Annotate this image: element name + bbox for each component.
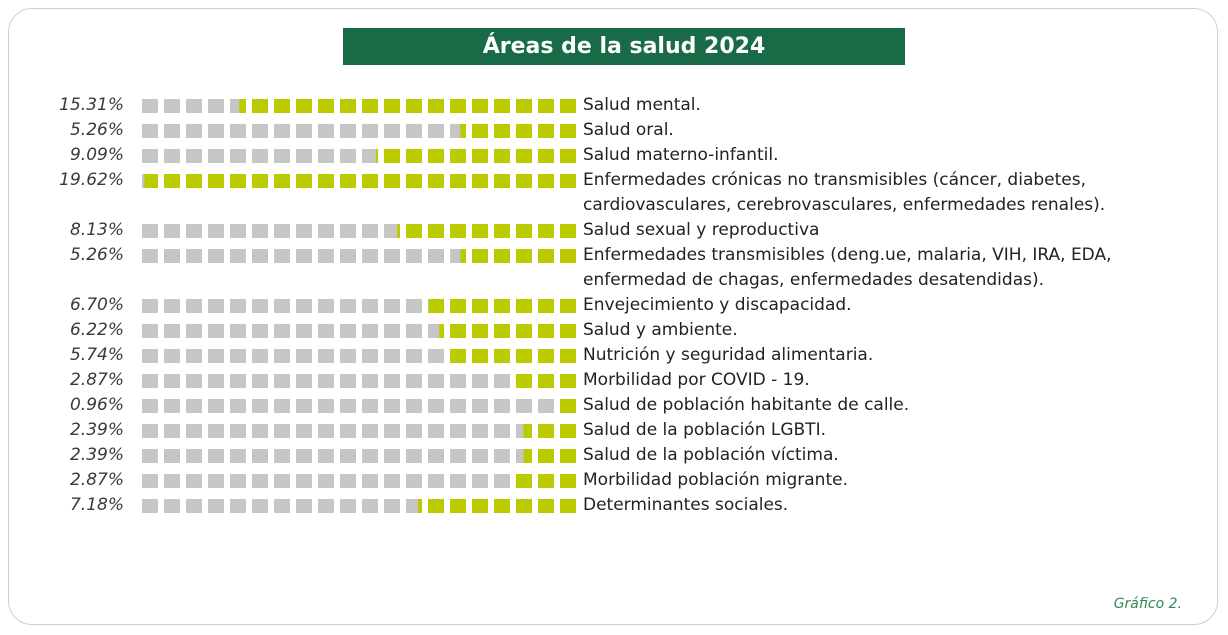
bar-track [136, 218, 576, 243]
bar [397, 218, 576, 243]
bar-track [136, 168, 576, 193]
value-label: 2.87% [69, 370, 124, 390]
bar [523, 418, 576, 443]
category-label: Salud de la población víctima. [583, 445, 839, 465]
row: 2.39% Salud de la población LGBTI. [0, 418, 1211, 443]
bar-track [136, 493, 576, 518]
category-label: Morbilidad por COVID - 19. [583, 370, 810, 390]
bar [523, 443, 576, 468]
category-label: Salud de población habitante de calle. [583, 395, 910, 415]
track [136, 443, 576, 468]
row: 15.31% Salud mental. [0, 93, 1211, 118]
bar-track [136, 468, 576, 493]
row: 5.74% Nutrición y seguridad alimentaria. [0, 343, 1211, 368]
bar [512, 468, 576, 493]
bar [554, 393, 576, 418]
value-label: 0.96% [69, 395, 124, 415]
bar-track [136, 343, 576, 368]
chart-note: Gráfico 2. [1113, 596, 1182, 612]
bar [428, 293, 576, 318]
row: 6.70% Envejecimiento y discapacidad. [0, 293, 1211, 318]
value-label: 2.39% [69, 445, 124, 465]
bar [418, 493, 576, 518]
row: 7.18% Determinantes sociales. [0, 493, 1211, 518]
bar-track [136, 143, 576, 168]
row: 5.26% Enfermedades transmisibles (deng.ue… [0, 243, 1211, 293]
value-label: 5.74% [69, 345, 124, 365]
category-label: Salud y ambiente. [583, 320, 738, 340]
category-label: Enfermedades crónicas no transmisibles (… [583, 170, 1106, 215]
category-label: Salud sexual y reproductiva [583, 220, 820, 240]
bar-track [136, 93, 576, 118]
row: 5.26% Salud oral. [0, 118, 1211, 143]
value-label: 5.26% [69, 120, 124, 140]
row: 2.87% Morbilidad por COVID - 19. [0, 368, 1211, 393]
bar-track [136, 443, 576, 468]
bar-track [136, 118, 576, 143]
row: 6.22% Salud y ambiente. [0, 318, 1211, 343]
category-label: Salud oral. [583, 120, 674, 140]
bar [460, 118, 576, 143]
frame [8, 8, 1218, 625]
value-label: 2.87% [69, 470, 124, 490]
chart-title: Áreas de la salud 2024 [343, 28, 905, 65]
bar-track [136, 368, 576, 393]
bar-track [136, 393, 576, 418]
row: 2.39% Salud de la población víctima. [0, 443, 1211, 468]
bar [512, 368, 576, 393]
track [136, 368, 576, 393]
row: 2.87% Morbilidad población migrante. [0, 468, 1211, 493]
row: 9.09% Salud materno-infantil. [0, 143, 1211, 168]
value-label: 8.13% [69, 220, 124, 240]
value-label: 5.26% [69, 245, 124, 265]
bar [449, 343, 576, 368]
category-label: Envejecimiento y discapacidad. [583, 295, 852, 315]
row: 19.62% Enfermedades crónicas no transmisi… [0, 168, 1211, 218]
track [136, 393, 576, 418]
bar [460, 243, 576, 268]
bar-track [136, 418, 576, 443]
value-label: 6.22% [69, 320, 124, 340]
value-label: 19.62% [59, 170, 124, 190]
value-label: 6.70% [69, 295, 124, 315]
rows: 15.31% Salud mental. 5.26% Salud oral. 9.09%… [0, 93, 1211, 518]
value-label: 9.09% [69, 145, 124, 165]
category-label: Salud materno-infantil. [583, 145, 779, 165]
bar [376, 143, 576, 168]
bar [144, 168, 576, 193]
row: 8.13% Salud sexual y reproductiva [0, 218, 1211, 243]
category-label: Salud de la población LGBTI. [583, 420, 826, 440]
bar [439, 318, 576, 343]
bar-track [136, 243, 576, 268]
bar [239, 93, 576, 118]
bar-track [136, 293, 576, 318]
bar-track [136, 318, 576, 343]
category-label: Salud mental. [583, 95, 701, 115]
value-label: 2.39% [69, 420, 124, 440]
category-label: Morbilidad población migrante. [583, 470, 848, 490]
value-label: 15.31% [59, 95, 124, 115]
row: 0.96% Salud de población habitante de cal… [0, 393, 1211, 418]
track [136, 418, 576, 443]
value-label: 7.18% [69, 495, 124, 515]
category-label: Nutrición y seguridad alimentaria. [583, 345, 874, 365]
category-label: Enfermedades transmisibles (deng.ue, mal… [583, 245, 1112, 290]
category-label: Determinantes sociales. [583, 495, 789, 515]
track [136, 468, 576, 493]
